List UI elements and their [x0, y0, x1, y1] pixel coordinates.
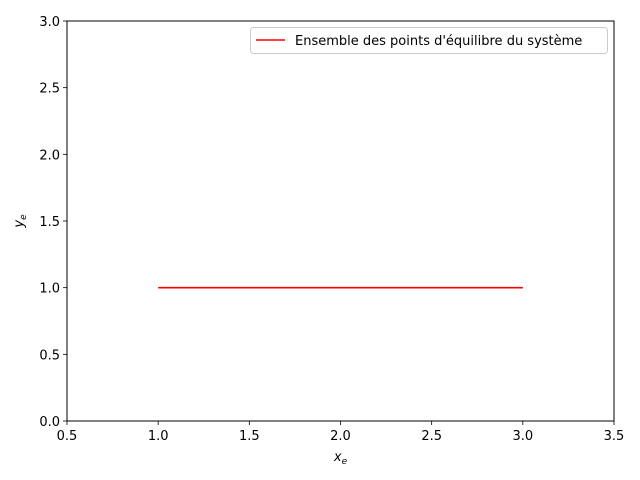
legend: Ensemble des points d'équilibre du systè… — [250, 27, 608, 54]
y-tick-label: 0.5 — [39, 348, 60, 363]
legend-entry-label: Ensemble des points d'équilibre du systè… — [295, 34, 582, 49]
plot-area — [67, 21, 614, 421]
x-axis-label-base: x — [333, 450, 342, 465]
y-axis-label: ye — [12, 214, 29, 229]
x-axis-label-subscript: e — [342, 457, 348, 467]
x-tick-label: 3.5 — [604, 429, 625, 444]
y-tick-label: 0.0 — [39, 415, 60, 430]
y-tick-label: 2.0 — [39, 148, 60, 163]
y-tick-label: 1.5 — [39, 215, 60, 230]
legend-box — [250, 27, 608, 54]
y-tick-label: 1.0 — [39, 282, 60, 297]
y-tick-label: 2.5 — [39, 82, 60, 97]
x-tick-label: 1.5 — [239, 429, 260, 444]
y-axis-ticks: 0.0 0.5 1.0 1.5 2.0 2.5 3.0 — [39, 15, 67, 430]
y-axis-label-base: y — [12, 220, 27, 229]
x-tick-label: 2.5 — [421, 429, 442, 444]
y-tick-label: 3.0 — [39, 15, 60, 30]
x-axis-ticks: 0.5 1.0 1.5 2.0 2.5 3.0 3.5 — [57, 421, 625, 444]
x-tick-label: 0.5 — [57, 429, 78, 444]
x-tick-label: 2.0 — [330, 429, 351, 444]
y-axis-label-subscript: e — [19, 214, 29, 220]
x-tick-label: 3.0 — [512, 429, 533, 444]
x-tick-label: 1.0 — [148, 429, 169, 444]
x-axis-label: xe — [333, 450, 348, 467]
